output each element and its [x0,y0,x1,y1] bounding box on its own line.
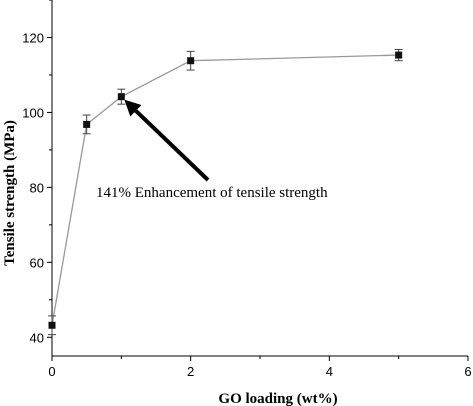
data-point [83,120,91,128]
y-tick-label: 40 [30,330,44,345]
series [48,48,403,336]
annotation-arrow-shaft [134,109,210,182]
ticks: 0 2 4 6 40 60 80 100 120 [22,0,472,379]
y-tick-label: 100 [22,105,44,120]
data-point [187,57,195,65]
y-tick-label: 60 [30,255,44,270]
x-tick-label: 2 [187,364,194,379]
y-tick-label: 120 [22,30,44,45]
annotation-text: 141% Enhancement of tensile strength [96,185,328,201]
axes [51,0,468,357]
data-point [48,321,56,329]
x-tick-label: 4 [326,364,333,379]
annotation-arrow-head [124,99,142,117]
annotation [124,99,210,182]
data-point [395,51,403,59]
x-axis-label: GO loading (wt%) [218,391,337,406]
x-tick-label: 0 [48,364,55,379]
y-axis-label: Tensile strength (MPa) [2,120,18,266]
y-tick-label: 80 [30,180,44,195]
x-tick-label: 6 [464,364,471,379]
data-point [117,93,125,101]
